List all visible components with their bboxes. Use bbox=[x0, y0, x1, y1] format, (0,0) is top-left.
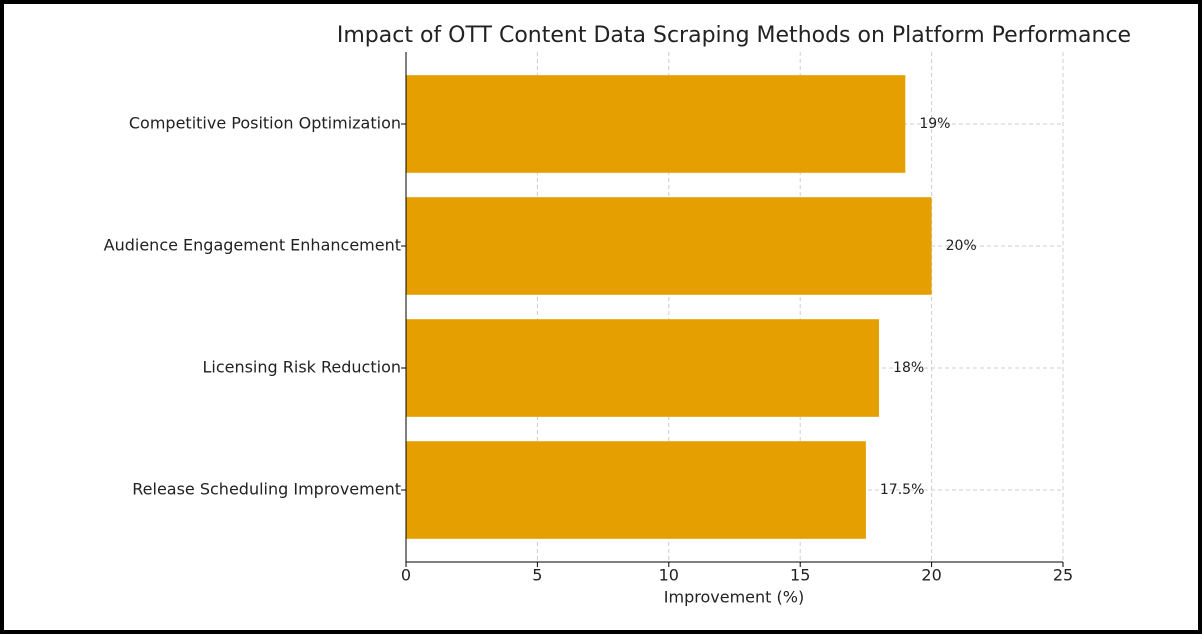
x-tick-label: 20 bbox=[921, 566, 941, 585]
bar bbox=[406, 441, 866, 539]
chart-title: Impact of OTT Content Data Scraping Meth… bbox=[337, 23, 1131, 48]
x-tick-label: 5 bbox=[532, 566, 542, 585]
y-tick-label: Licensing Risk Reduction bbox=[202, 358, 401, 377]
y-tick-label: Audience Engagement Enhancement bbox=[104, 235, 401, 254]
value-label: 19% bbox=[919, 116, 950, 132]
bar bbox=[406, 75, 906, 173]
x-tick-label: 0 bbox=[401, 566, 411, 585]
x-axis-label: Improvement (%) bbox=[664, 588, 804, 607]
bar bbox=[406, 197, 932, 295]
y-tick-label: Competitive Position Optimization bbox=[129, 113, 401, 132]
x-tick-label: 10 bbox=[659, 566, 679, 585]
value-label: 17.5% bbox=[880, 482, 924, 498]
value-label: 18% bbox=[893, 360, 924, 376]
x-tick-label: 25 bbox=[1053, 566, 1073, 585]
bar bbox=[406, 319, 880, 417]
y-tick-label: Release Scheduling Improvement bbox=[132, 480, 401, 499]
value-label: 20% bbox=[946, 238, 977, 254]
x-tick-label: 15 bbox=[790, 566, 810, 585]
